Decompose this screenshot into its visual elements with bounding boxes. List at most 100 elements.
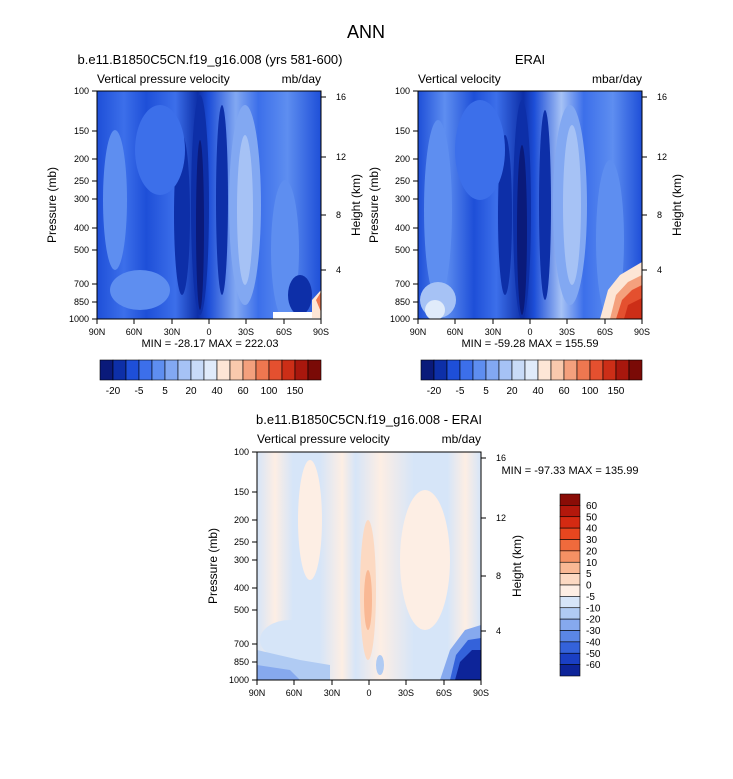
pressure-tick-label: 400 (234, 583, 249, 593)
colorbar-swatch (559, 596, 581, 609)
colorbar-label: 60 (558, 386, 570, 397)
pressure-tick-label: 700 (234, 639, 249, 649)
colorbar-swatch (559, 584, 581, 597)
pressure-tick-label: 100 (234, 447, 249, 457)
colorbar-swatch (268, 359, 283, 381)
colorbar-swatch (537, 359, 552, 381)
colorbar-swatch (559, 630, 581, 643)
lat-tick-label: 30N (324, 688, 341, 698)
pressure-tick-label: 300 (234, 555, 249, 565)
colorbar-label: -5 (135, 386, 144, 397)
colorbar-label: 100 (261, 386, 278, 397)
colorbar-swatch (559, 618, 581, 631)
pressure-tick-label: 300 (395, 194, 410, 204)
colorbar-swatch (112, 359, 127, 381)
pressure-axis-title: Pressure (mb) (206, 528, 220, 604)
colorbar-swatch (559, 527, 581, 540)
colorbar-swatch (559, 493, 581, 506)
pressure-tick-label: 100 (74, 86, 89, 96)
colorbar-swatch (472, 359, 487, 381)
pressure-tick-label: 200 (74, 154, 89, 164)
colorbar-swatch (559, 664, 581, 677)
latitude-axis: 90N 60N 30N 0 30S 60S 90S (249, 680, 489, 698)
pressure-axis: 100 150 200 250 300 400 500 700 850 1000 (69, 86, 97, 324)
pressure-tick-label: 250 (234, 537, 249, 547)
colorbar-reanalysis: -20 -5 5 20 40 60 100 150 (420, 359, 643, 397)
panel-stats: MIN = -28.17 MAX = 222.03 (142, 338, 279, 350)
colorbar-label: 20 (506, 386, 518, 397)
colorbar-swatch (446, 359, 461, 381)
pressure-tick-label: 700 (395, 279, 410, 289)
height-tick-label: 16 (336, 92, 346, 102)
lat-tick-label: 30S (559, 327, 575, 337)
colorbar-label: 150 (287, 386, 304, 397)
panel-variable-label: Vertical velocity (418, 72, 501, 86)
pressure-tick-label: 250 (395, 176, 410, 186)
pressure-tick-label: 250 (74, 176, 89, 186)
pressure-axis-title: Pressure (mb) (45, 167, 59, 243)
colorbar-label: -50 (586, 649, 601, 660)
colorbar-label: -30 (586, 626, 601, 637)
pressure-tick-label: 150 (395, 126, 410, 136)
height-axis-title: Height (km) (670, 174, 684, 236)
colorbar-swatch (485, 359, 500, 381)
lat-tick-label: 30S (398, 688, 414, 698)
panel-title: ERAI (515, 52, 545, 67)
panel-stats: MIN = -97.33 MAX = 135.99 (502, 465, 639, 477)
colorbar-label: 30 (586, 535, 598, 546)
pressure-tick-label: 700 (74, 279, 89, 289)
lat-tick-label: 90N (410, 327, 427, 337)
colorbar-swatch (628, 359, 643, 381)
height-tick-label: 8 (657, 210, 662, 220)
colorbar-swatch (433, 359, 448, 381)
panel-reanalysis: ERAI Vertical velocity mbar/day 100 150 (367, 52, 684, 350)
panel-variable-label: Vertical pressure velocity (97, 72, 230, 86)
colorbar-swatch (281, 359, 296, 381)
colorbar-swatch (498, 359, 513, 381)
colorbar-label: 0 (586, 581, 592, 592)
pressure-tick-label: 1000 (229, 675, 249, 685)
colorbar-swatch (99, 359, 114, 381)
height-tick-label: 4 (657, 265, 662, 275)
colorbar-label: 60 (586, 501, 598, 512)
colorbar-model: -20 -5 5 20 40 60 100 150 (99, 359, 322, 397)
height-tick-label: 12 (657, 152, 667, 162)
lat-tick-label: 90N (249, 688, 266, 698)
pressure-tick-label: 500 (395, 245, 410, 255)
pressure-tick-label: 850 (234, 657, 249, 667)
colorbar-label: -60 (586, 660, 601, 671)
colorbar-label: 5 (483, 386, 489, 397)
height-axis: 16 12 8 4 (481, 453, 506, 636)
colorbar-label: 40 (532, 386, 544, 397)
colorbar-swatch (138, 359, 153, 381)
panel-stats: MIN = -59.28 MAX = 155.59 (462, 338, 599, 350)
pressure-tick-label: 850 (74, 297, 89, 307)
lat-tick-label: 30N (164, 327, 181, 337)
panel-difference: b.e11.B1850C5CN.f19_g16.008 - ERAI Verti… (206, 412, 638, 698)
panel-variable-label: Vertical pressure velocity (257, 432, 390, 446)
colorbar-swatch (602, 359, 617, 381)
pressure-tick-label: 1000 (390, 314, 410, 324)
colorbar-label: -20 (106, 386, 121, 397)
contour-field (97, 91, 321, 319)
colorbar-swatch (151, 359, 166, 381)
colorbar-label: 20 (185, 386, 197, 397)
height-axis: 16 12 8 4 (321, 92, 346, 275)
pressure-tick-label: 500 (234, 605, 249, 615)
colorbar-swatch (190, 359, 205, 381)
height-axis: 16 12 8 4 (642, 92, 667, 275)
pressure-tick-label: 500 (74, 245, 89, 255)
lat-tick-label: 60N (447, 327, 464, 337)
colorbar-label: -5 (456, 386, 465, 397)
height-tick-label: 16 (657, 92, 667, 102)
colorbar-swatch (255, 359, 270, 381)
lat-tick-label: 60S (436, 688, 452, 698)
lat-tick-label: 0 (366, 688, 371, 698)
pressure-tick-label: 200 (395, 154, 410, 164)
pressure-tick-label: 150 (234, 487, 249, 497)
latitude-axis: 90N 60N 30N 0 30S 60S 90S (410, 319, 650, 337)
colorbar-swatch (177, 359, 192, 381)
colorbar-swatch (559, 652, 581, 665)
colorbar-label: 40 (211, 386, 223, 397)
